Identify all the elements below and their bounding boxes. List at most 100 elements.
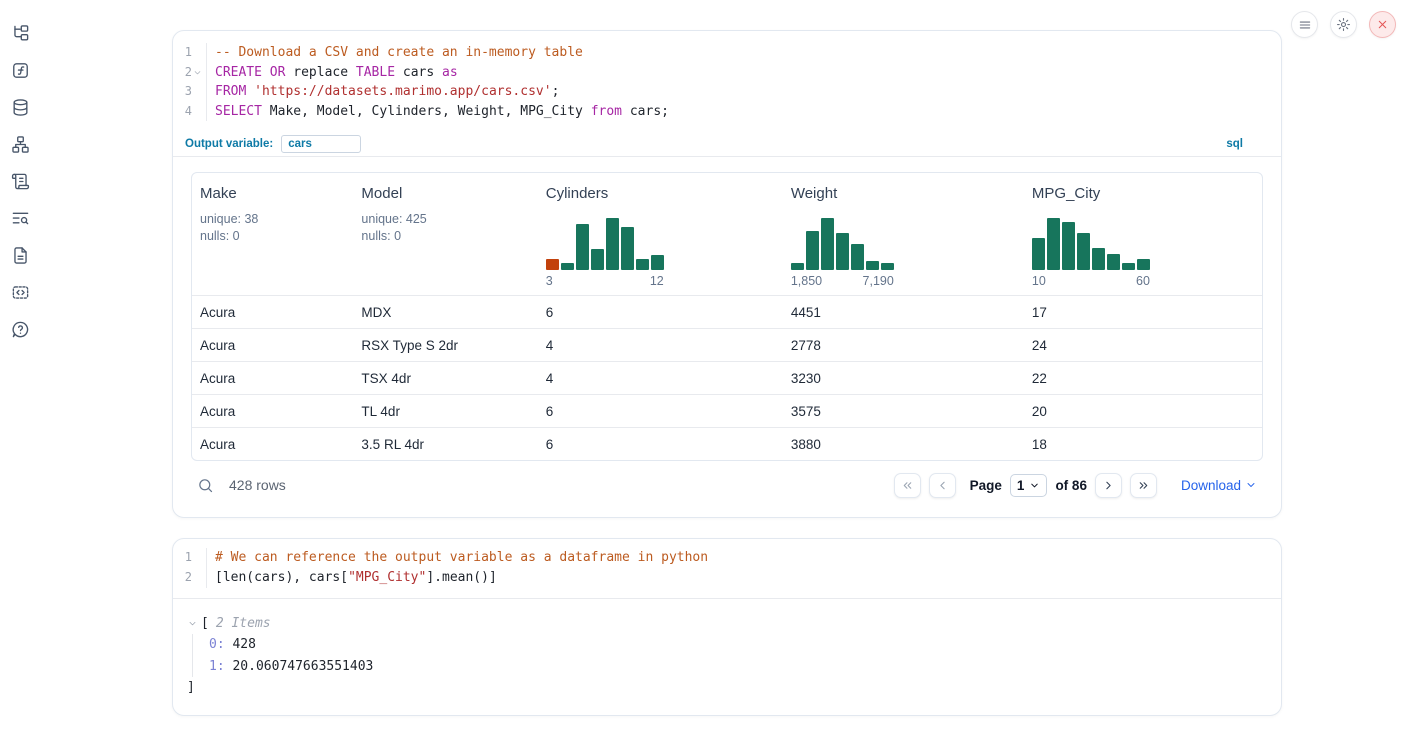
table-cell: 6 — [538, 404, 783, 419]
histogram-bars — [791, 218, 894, 270]
previous-page-button[interactable] — [929, 473, 956, 498]
histogram-min-label: 1,850 — [791, 274, 822, 288]
file-tree-icon[interactable] — [10, 23, 30, 43]
output-variable-input[interactable] — [281, 135, 361, 153]
column-title: Weight — [791, 185, 1014, 202]
page-select-value: 1 — [1017, 478, 1025, 493]
code-text: FROM 'https://datasets.marimo.app/cars.c… — [207, 82, 559, 102]
fold-chevron-icon[interactable] — [193, 67, 204, 78]
column-header-cylinders[interactable]: Cylinders 312 — [538, 173, 783, 295]
row-count: 428 rows — [229, 477, 286, 493]
page-select[interactable]: 1 — [1010, 474, 1048, 497]
histogram-bar — [851, 244, 864, 270]
column-header-weight[interactable]: Weight 1,8507,190 — [783, 173, 1024, 295]
document-icon[interactable] — [10, 245, 30, 265]
table-cell: TL 4dr — [353, 404, 537, 419]
table-cell: 3230 — [783, 371, 1024, 386]
table-cell: 17 — [1024, 305, 1262, 320]
table-header: Makeunique: 38nulls: 0Modelunique: 425nu… — [192, 173, 1262, 295]
open-bracket: [ — [201, 613, 209, 635]
python-output-tree: [ 2 Items 0: 4281: 20.060747663551403 ] — [173, 599, 1281, 715]
search-icon — [197, 477, 214, 494]
collapse-chevron-icon[interactable] — [187, 617, 199, 629]
dependency-graph-icon[interactable] — [10, 134, 30, 154]
tree-entry-value: 20.060747663551403 — [225, 659, 374, 674]
column-histogram: 312 — [546, 218, 664, 288]
menu-button[interactable] — [1291, 11, 1318, 38]
column-stat: unique: 38 — [200, 211, 343, 228]
python-code-editor[interactable]: 1# We can reference the output variable … — [173, 539, 1281, 598]
line-number: 1 — [185, 43, 192, 63]
column-title: MPG_City — [1032, 185, 1252, 202]
table-row: AcuraMDX6445117 — [192, 295, 1262, 328]
download-button[interactable]: Download — [1181, 478, 1257, 493]
database-icon[interactable] — [10, 97, 30, 117]
chevron-left-icon — [936, 479, 949, 492]
next-page-button[interactable] — [1095, 473, 1122, 498]
code-text: SELECT Make, Model, Cylinders, Weight, M… — [207, 102, 669, 122]
column-stat: nulls: 0 — [361, 228, 527, 245]
last-page-button[interactable] — [1130, 473, 1157, 498]
data-table: Makeunique: 38nulls: 0Modelunique: 425nu… — [191, 172, 1263, 461]
table-cell: Acura — [192, 338, 353, 353]
column-title: Cylinders — [546, 185, 773, 202]
table-row: AcuraTSX 4dr4323022 — [192, 361, 1262, 394]
table-cell: 3880 — [783, 437, 1024, 452]
items-count-label: 2 Items — [216, 613, 271, 635]
line-number: 2 — [185, 568, 192, 588]
line-gutter: 2 — [173, 63, 207, 83]
chevron-down-icon — [1245, 479, 1257, 491]
sidebar — [0, 23, 40, 339]
histogram-bar — [621, 227, 634, 270]
page-total: of 86 — [1055, 478, 1087, 493]
column-histogram: 1060 — [1032, 218, 1150, 288]
chevrons-left-icon — [901, 479, 914, 492]
table-cell: 22 — [1024, 371, 1262, 386]
sql-code-editor[interactable]: 1-- Download a CSV and create an in-memo… — [173, 31, 1281, 131]
tree-entry: 1: 20.060747663551403 — [209, 656, 1263, 678]
logs-search-icon[interactable] — [10, 208, 30, 228]
page-label: Page — [970, 478, 1002, 493]
tree-entry: 0: 428 — [209, 634, 1263, 656]
histogram-labels: 1060 — [1032, 274, 1150, 288]
table-cell: 6 — [538, 437, 783, 452]
column-header-make[interactable]: Makeunique: 38nulls: 0 — [192, 173, 353, 295]
column-header-mpg_city[interactable]: MPG_City 1060 — [1024, 173, 1262, 295]
histogram-bar — [1107, 254, 1120, 270]
chevron-right-icon — [1102, 479, 1115, 492]
table-cell: Acura — [192, 437, 353, 452]
table-cell: 3575 — [783, 404, 1024, 419]
histogram-bars — [1032, 218, 1150, 270]
table-cell: TSX 4dr — [353, 371, 537, 386]
help-icon[interactable] — [10, 319, 30, 339]
column-header-model[interactable]: Modelunique: 425nulls: 0 — [353, 173, 537, 295]
pagination: Page 1 of 86 Download — [894, 473, 1257, 498]
line-gutter: 4 — [173, 102, 207, 122]
column-histogram: 1,8507,190 — [791, 218, 894, 288]
gear-icon — [1336, 17, 1351, 32]
settings-button[interactable] — [1330, 11, 1357, 38]
table-cell: 4 — [538, 338, 783, 353]
table-cell: 3.5 RL 4dr — [353, 437, 537, 452]
table-cell: Acura — [192, 404, 353, 419]
table-cell: Acura — [192, 371, 353, 386]
table-footer: 428 rows Page 1 of 86 — [191, 461, 1263, 509]
histogram-labels: 312 — [546, 274, 664, 288]
download-label: Download — [1181, 478, 1241, 493]
close-button[interactable] — [1369, 11, 1396, 38]
first-page-button[interactable] — [894, 473, 921, 498]
histogram-min-label: 3 — [546, 274, 553, 288]
python-cell: 1# We can reference the output variable … — [172, 538, 1282, 715]
search-button[interactable] — [197, 477, 214, 494]
code-text: # We can reference the output variable a… — [207, 548, 708, 568]
output-variable-row: Output variable: sql — [173, 131, 1281, 157]
histogram-max-label: 60 — [1136, 274, 1150, 288]
histogram-bar — [1092, 248, 1105, 270]
close-icon — [1376, 18, 1389, 31]
code-snippets-icon[interactable] — [10, 282, 30, 302]
language-badge[interactable]: sql — [1226, 138, 1243, 150]
chevrons-right-icon — [1137, 479, 1150, 492]
histogram-bar — [881, 263, 894, 270]
scroll-icon[interactable] — [10, 171, 30, 191]
function-square-icon[interactable] — [10, 60, 30, 80]
